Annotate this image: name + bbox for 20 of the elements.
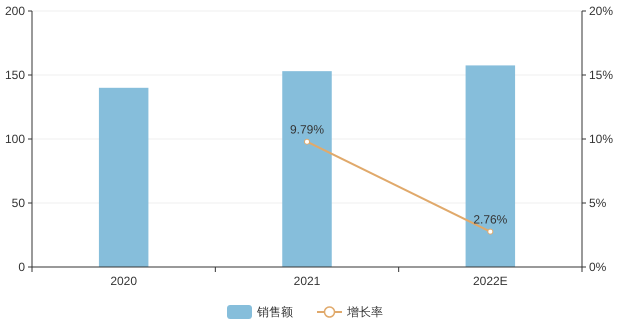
- y2-tick-label: 10%: [589, 132, 614, 146]
- y-tick-label: 50: [12, 196, 26, 210]
- y-tick-label: 100: [4, 132, 26, 146]
- y2-tick-label: 5%: [589, 196, 607, 210]
- bar: [98, 88, 148, 267]
- bar: [282, 71, 332, 267]
- data-label: 9.79%: [290, 122, 324, 137]
- y2-tick-label: 0%: [589, 260, 607, 274]
- y-tick-label: 150: [4, 68, 26, 82]
- data-label: 2.76%: [473, 212, 508, 227]
- y2-tick-label: 15%: [589, 68, 614, 82]
- y-tick-label: 200: [4, 4, 26, 18]
- x-tick-label: 2020: [110, 274, 138, 288]
- bar: [466, 65, 516, 267]
- x-tick-label: 2022E: [472, 274, 508, 288]
- legend-label: 增长率: [346, 305, 383, 320]
- legend-label: 销售额: [256, 305, 293, 320]
- x-tick-label: 2021: [294, 274, 321, 288]
- y-tick-label: 0: [18, 260, 26, 274]
- y2-tick-label: 20%: [589, 4, 614, 18]
